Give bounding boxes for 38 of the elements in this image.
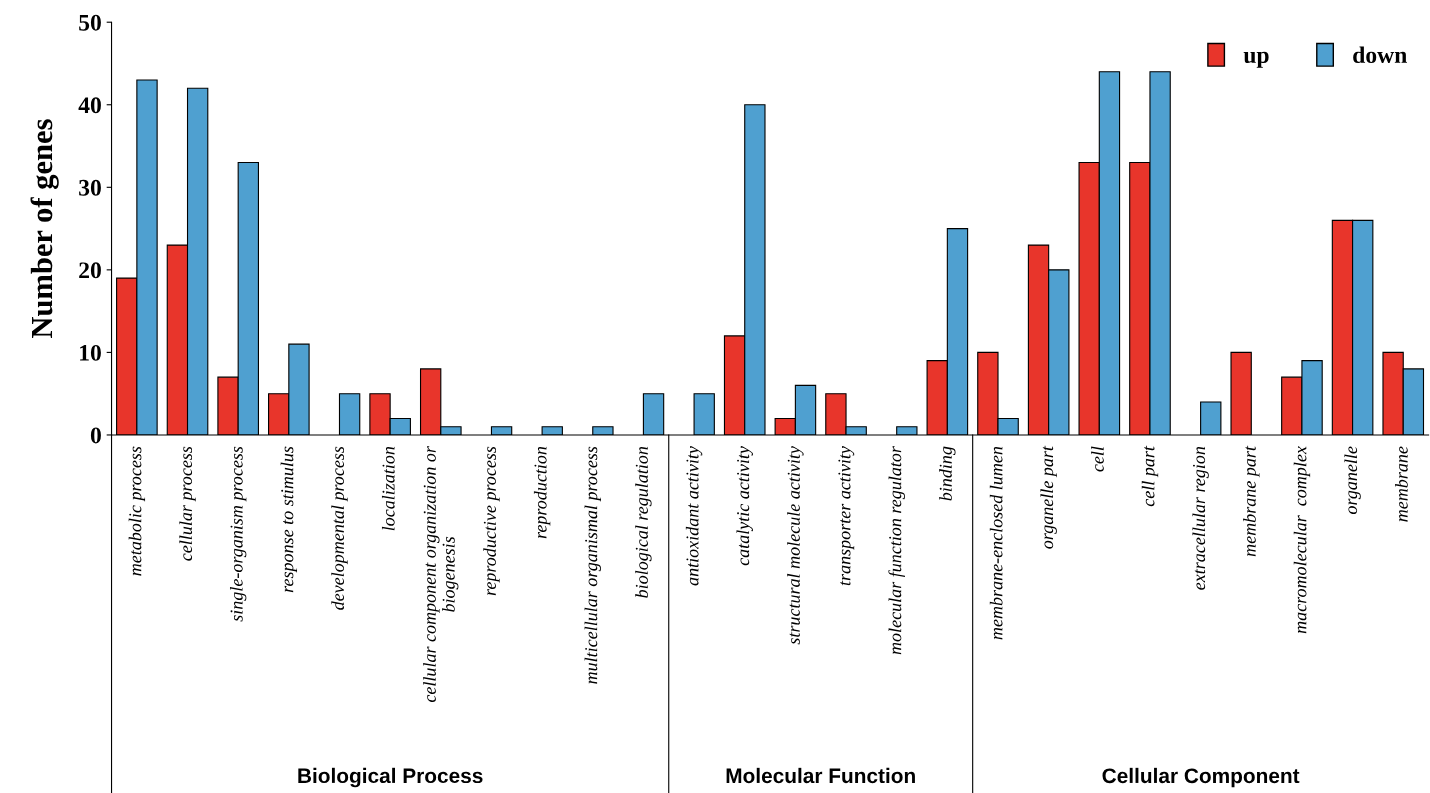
x-tick-label: membrane-enclosed lumen [989,446,1003,640]
x-tick-label: cell [1091,446,1104,472]
y-tick-label: 40 [78,97,101,114]
x-tick-label: response to stimulus [280,446,298,593]
legend-label: down [1353,46,1407,64]
x-tick-label: structural molecule activity [787,446,804,645]
x-tick-label: molecular function regulator [888,446,905,655]
x-tick-label: antioxidant activity [685,446,703,586]
text: Molecular Function [726,767,915,784]
x-tick-label: localization [381,446,395,531]
x-tick-label: reproduction [533,446,551,539]
x-tick-label: transporter activity [838,446,855,586]
x-tick-label: membrane part [1243,445,1260,557]
x-tick-label: membrane [1395,446,1408,522]
x-tick-label: binding [939,446,956,501]
x-tick-label: developmental process [331,446,348,610]
x-tick-label: multicellular organismal process [584,446,601,684]
x-tick-label: biological regulation [635,446,652,598]
x-tick-label: macromolecular complex [1293,446,1311,634]
text: Biological Process [298,767,483,788]
x-tick-label: extracellular region [1192,446,1209,590]
x-tick-label: metabolic process [128,446,146,576]
x-tick-label: reproductive process [483,446,500,596]
x-tick-label: organelle [1344,446,1361,515]
y-tick-label: 30 [79,179,101,196]
text: Cellular Component [1102,767,1300,788]
x-tick-label: cellular process [179,446,196,561]
x-tick-label: cellular component organization or biogenesis [423,446,459,703]
y-tick-label: 50 [79,14,101,31]
y-tick-label: 10 [80,344,101,361]
x-tick-label: cell part [1141,445,1159,507]
legend-label: up [1243,51,1269,68]
x-tick-label: single-organism process [229,446,247,622]
x-tick-label: catalytic activity [736,446,753,566]
x-tick-label: organelle part [1040,445,1057,549]
y-tick-label: 0 [90,427,101,444]
y-tick-label: 20 [79,262,101,279]
y-axis-title: Number of genes [30,119,59,339]
